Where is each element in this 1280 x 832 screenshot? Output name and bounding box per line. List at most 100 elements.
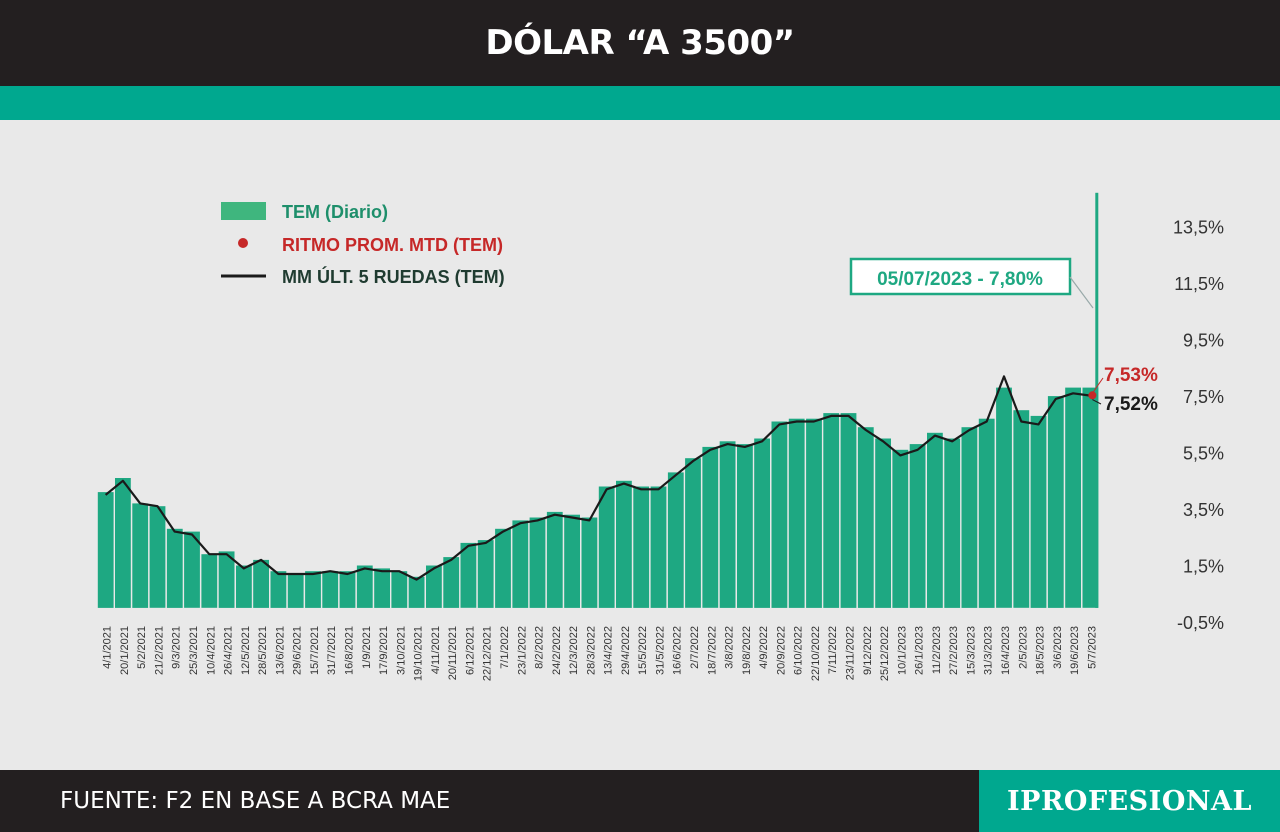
tem-bar — [97, 492, 114, 608]
x-tick-label: 20/11/2021 — [447, 626, 459, 680]
chart-panel: -0,5% 1,5% 3,5% 5,5% 7,5% 9,5% 11,5% 13,5% 4/1/2… — [0, 120, 1280, 770]
legend-swatch-bars — [221, 202, 266, 220]
mtd-label-leader — [1091, 377, 1104, 394]
tem-bar — [978, 418, 995, 608]
x-tick-label: 15/7/2021 — [309, 626, 321, 675]
x-tick-label: 6/12/2021 — [464, 626, 476, 675]
tem-bar — [115, 478, 131, 608]
x-tick-label: 3/10/2021 — [395, 626, 407, 675]
tem-bar — [495, 528, 511, 608]
tem-bar — [616, 480, 632, 608]
tem-bar — [477, 540, 494, 608]
x-tick-label: 4/11/2021 — [430, 626, 442, 674]
x-tick-label: 29/6/2021 — [292, 626, 304, 675]
tem-bar — [719, 441, 736, 608]
brand-name: IPROFESIONAL — [1007, 785, 1252, 817]
brand-logo: IPROFESIONAL — [979, 770, 1280, 832]
tem-bar — [788, 418, 805, 608]
tem-bar — [374, 568, 390, 608]
tem-bar — [408, 576, 425, 608]
x-tick-label: 10/1/2023 — [896, 626, 908, 675]
x-tick-label: 13/4/2022 — [603, 626, 615, 675]
tem-bar — [754, 438, 770, 608]
tem-bar — [1047, 396, 1064, 608]
x-tick-label: 23/1/2022 — [516, 626, 528, 675]
x-tick-label: 21/2/2021 — [154, 626, 166, 675]
tem-bar — [270, 571, 287, 608]
moving-average-line — [104, 375, 1091, 581]
x-tick-label: 19/8/2022 — [741, 626, 753, 675]
tem-bar — [512, 520, 529, 608]
x-tick-label: 13/6/2021 — [274, 626, 286, 675]
tem-bar — [253, 559, 269, 608]
x-tick-label: 26/4/2021 — [223, 626, 235, 675]
tem-bar — [1030, 415, 1047, 608]
x-tick-label: 11/2/2023 — [931, 626, 943, 674]
tem-bar — [667, 472, 684, 608]
x-tick-label: 7/11/2022 — [827, 626, 839, 674]
tem-bar — [184, 531, 200, 608]
tem-bar — [1065, 387, 1081, 608]
x-tick-label: 9/12/2022 — [862, 626, 874, 675]
tem-bar — [287, 574, 304, 608]
x-tick-label: 4/1/2021 — [102, 626, 114, 669]
tem-bar — [201, 554, 218, 608]
x-tick-label: 16/4/2023 — [1000, 626, 1012, 675]
tem-spike-bar — [1095, 192, 1099, 608]
x-tick-label: 25/12/2022 — [879, 626, 891, 681]
tem-bar — [633, 486, 650, 608]
mtd-average-dot — [1088, 391, 1097, 400]
tem-bar — [339, 571, 356, 608]
x-tick-label: 12/3/2022 — [568, 626, 580, 675]
callout-label: 05/07/2023 - 7,80% — [877, 269, 1043, 290]
y-tick-label: 9,5% — [1183, 331, 1224, 351]
x-tick-label: 29/4/2022 — [620, 626, 632, 675]
tem-bar — [857, 427, 874, 608]
tem-bar — [581, 517, 598, 608]
x-tick-label: 15/3/2023 — [965, 626, 977, 675]
tem-bar — [356, 565, 373, 608]
x-tick-label: 2/7/2022 — [689, 626, 701, 669]
tem-bar — [236, 565, 252, 608]
tem-bar — [771, 421, 788, 608]
x-tick-label: 27/2/2023 — [948, 626, 960, 675]
legend-dot-mtd — [238, 238, 248, 248]
tem-bar — [460, 542, 477, 608]
mtd-end-label: 7,53% — [1104, 365, 1158, 386]
callout-box — [849, 257, 1072, 296]
tem-bar — [546, 511, 563, 608]
tem-bar — [996, 387, 1012, 608]
x-tick-label: 3/8/2022 — [724, 626, 736, 669]
x-tick-label: 10/4/2021 — [205, 626, 217, 675]
tem-bar — [305, 571, 321, 608]
x-tick-label: 18/5/2023 — [1035, 626, 1047, 675]
x-tick-label: 25/3/2021 — [188, 626, 200, 675]
x-tick-label: 23/11/2022 — [845, 626, 857, 680]
x-tick-label: 7/1/2022 — [499, 626, 511, 669]
tem-bar — [892, 449, 909, 608]
tem-bar — [218, 551, 235, 608]
x-tick-label: 9/3/2021 — [171, 626, 183, 669]
tem-bar — [961, 427, 978, 608]
tem-bar — [650, 486, 667, 608]
x-tick-label: 5/7/2023 — [1086, 626, 1098, 669]
tem-bar — [149, 506, 166, 608]
header-bar: DÓLAR “A 3500” — [0, 0, 1280, 86]
legend-label-mtd: RITMO PROM. MTD (TEM) — [282, 235, 503, 255]
x-tick-label: 28/5/2021 — [257, 626, 269, 675]
tem-bar — [443, 557, 460, 608]
tem-bar — [529, 517, 546, 608]
x-tick-label: 12/5/2021 — [240, 626, 252, 675]
tem-bar — [944, 438, 961, 608]
average-label-leader — [1092, 399, 1102, 405]
tem-bar — [1082, 387, 1099, 608]
x-tick-label: 2/5/2023 — [1017, 626, 1029, 669]
y-tick-label: 7,5% — [1183, 387, 1224, 407]
x-tick-label: 20/9/2022 — [775, 626, 787, 675]
x-tick-label: 31/5/2022 — [655, 626, 667, 675]
y-tick-label: 11,5% — [1174, 274, 1224, 294]
x-tick-label: 15/5/2022 — [637, 626, 649, 675]
tem-bar — [426, 565, 442, 608]
x-tick-label: 1/9/2021 — [361, 626, 373, 669]
tem-bar — [927, 432, 943, 608]
